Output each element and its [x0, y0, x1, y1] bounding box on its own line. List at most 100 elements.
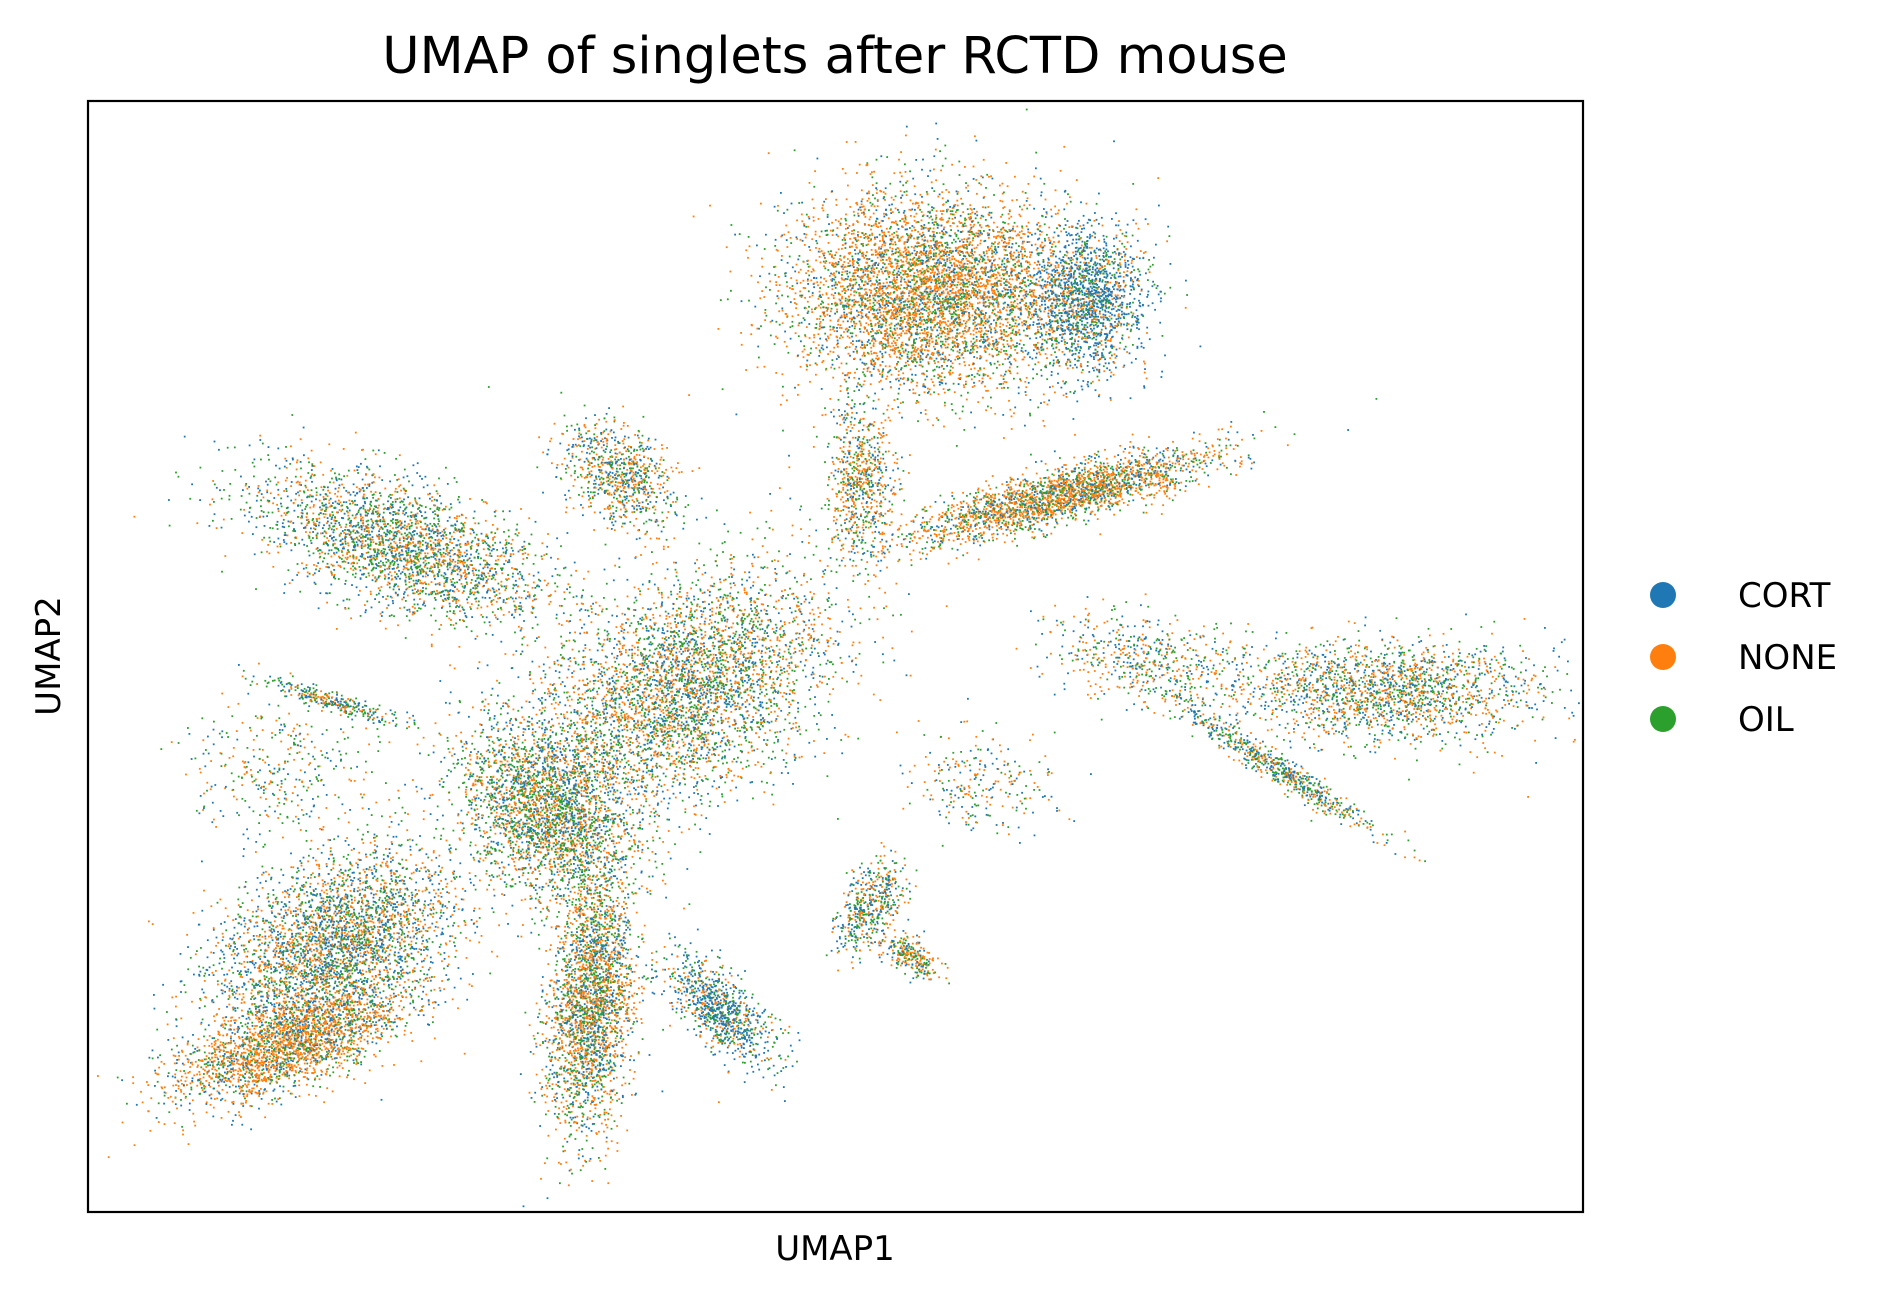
scatter-point	[861, 277, 864, 279]
scatter-point	[1126, 223, 1129, 226]
scatter-point	[947, 291, 949, 294]
scatter-point	[821, 300, 823, 303]
scatter-point	[835, 198, 838, 201]
scatter-point	[1031, 295, 1033, 298]
scatter-point	[971, 282, 973, 284]
scatter-point	[933, 221, 936, 223]
scatter-point	[948, 337, 951, 339]
scatter-point	[958, 292, 961, 295]
scatter-point	[935, 357, 938, 360]
scatter-point	[789, 326, 792, 329]
scatter-point	[867, 366, 870, 369]
scatter-point	[907, 311, 910, 314]
scatter-point	[908, 290, 911, 292]
scatter-point	[912, 319, 915, 322]
scatter-point	[804, 287, 807, 289]
scatter-point	[952, 278, 955, 281]
scatter-point	[829, 350, 832, 353]
scatter-point	[887, 300, 890, 302]
scatter-point	[806, 263, 809, 266]
scatter-point	[898, 305, 900, 308]
scatter-point	[942, 321, 945, 323]
scatter-point	[959, 289, 962, 292]
scatter-point	[860, 317, 863, 319]
scatter-point	[1005, 330, 1008, 333]
scatter-point	[876, 355, 879, 357]
scatter-point	[986, 321, 989, 324]
scatter-point	[939, 302, 941, 305]
scatter-point	[971, 287, 974, 289]
scatter-point	[923, 330, 926, 332]
scatter-point	[830, 307, 833, 310]
scatter-point	[1041, 241, 1043, 244]
scatter-point	[978, 182, 981, 185]
scatter-point	[1088, 314, 1091, 317]
scatter-point	[920, 308, 923, 311]
scatter-point	[894, 351, 896, 353]
scatter-point	[888, 234, 891, 237]
scatter-point	[1094, 232, 1097, 235]
scatter-point	[896, 315, 899, 318]
scatter-point	[942, 233, 945, 236]
scatter-point	[819, 321, 822, 323]
scatter-point	[838, 281, 841, 284]
scatter-point	[965, 225, 967, 227]
scatter-point	[983, 321, 986, 324]
scatter-point	[975, 340, 978, 342]
scatter-point	[1037, 348, 1040, 351]
scatter-point	[910, 334, 913, 337]
scatter-point	[902, 226, 904, 228]
scatter-point	[945, 189, 948, 191]
scatter-point	[1016, 372, 1019, 375]
scatter-point	[996, 235, 999, 238]
scatter-point	[947, 343, 950, 346]
scatter-point	[967, 319, 970, 321]
scatter-point	[1054, 205, 1056, 208]
scatter-point	[1019, 205, 1021, 208]
scatter-point	[943, 332, 946, 334]
scatter-point	[892, 198, 895, 201]
scatter-point	[870, 335, 873, 338]
scatter-point	[993, 362, 996, 365]
scatter-point	[1034, 343, 1036, 346]
scatter-point	[957, 317, 960, 320]
scatter-point	[1023, 303, 1026, 306]
scatter-point	[994, 266, 997, 269]
scatter-point	[832, 376, 835, 379]
scatter-point	[866, 344, 869, 346]
scatter-point	[981, 336, 984, 338]
scatter-point	[931, 209, 934, 211]
scatter-point	[915, 212, 918, 215]
scatter-point	[960, 287, 963, 290]
scatter-point	[1009, 332, 1012, 335]
scatter-point	[834, 287, 837, 289]
scatter-point	[896, 274, 899, 276]
scatter-point	[965, 380, 967, 383]
scatter-point	[969, 231, 971, 233]
scatter-point	[1013, 412, 1015, 415]
scatter-point	[978, 340, 981, 342]
scatter-point	[938, 322, 940, 324]
scatter-point	[950, 283, 953, 286]
scatter-point	[863, 212, 866, 215]
scatter-point	[884, 242, 887, 245]
scatter-point	[805, 213, 808, 216]
scatter-point	[1064, 277, 1067, 280]
scatter-point	[960, 222, 963, 224]
scatter-point	[938, 263, 940, 266]
scatter-point	[938, 253, 940, 256]
scatter-point	[927, 392, 929, 394]
scatter-point	[942, 292, 945, 294]
scatter-point	[942, 280, 945, 282]
scatter-point	[953, 280, 956, 283]
scatter-point	[920, 351, 923, 354]
scatter-point	[1017, 256, 1020, 259]
scatter-point	[919, 262, 922, 265]
scatter-point	[982, 258, 985, 261]
scatter-point	[965, 383, 967, 386]
scatter-point	[962, 292, 965, 295]
scatter-point	[975, 179, 978, 181]
scatter-point	[929, 319, 932, 322]
scatter-point	[1069, 274, 1071, 277]
scatter-point	[943, 344, 946, 347]
